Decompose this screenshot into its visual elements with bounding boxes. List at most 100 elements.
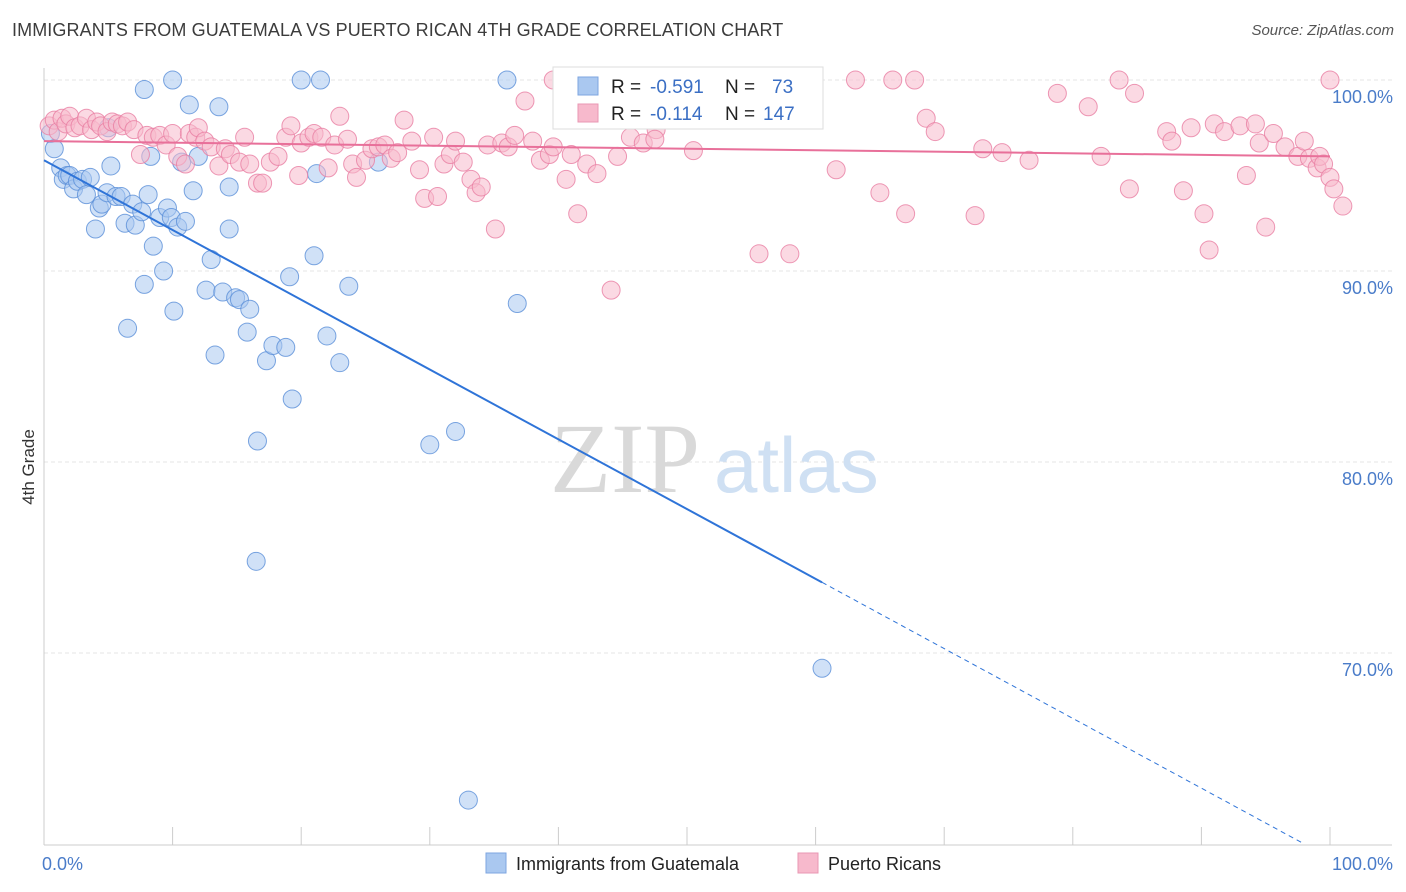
- point-guatemala: [317, 326, 337, 346]
- stats-swatch-puerto-rican: [577, 103, 599, 123]
- stats-r-label-guatemala: R =: [611, 77, 641, 98]
- point-puerto-rican: [896, 204, 916, 224]
- stats-n-value-guatemala: 73: [772, 77, 793, 98]
- point-puerto-rican: [683, 141, 703, 161]
- legend-swatch-guatemala: [485, 852, 507, 874]
- y-tick-label: 90.0%: [1342, 278, 1393, 298]
- point-puerto-rican: [1324, 179, 1344, 199]
- point-puerto-rican: [235, 127, 255, 147]
- point-puerto-rican: [424, 127, 444, 147]
- point-puerto-rican: [568, 204, 588, 224]
- point-puerto-rican: [965, 206, 985, 226]
- point-puerto-rican: [515, 91, 535, 111]
- point-guatemala: [310, 70, 330, 90]
- y-tick-label: 70.0%: [1342, 660, 1393, 680]
- point-puerto-rican: [1173, 181, 1193, 201]
- point-puerto-rican: [1256, 217, 1276, 237]
- point-guatemala: [497, 70, 517, 90]
- watermark-atlas: atlas: [714, 421, 879, 509]
- point-puerto-rican: [780, 244, 800, 264]
- point-guatemala: [276, 337, 296, 357]
- trend-line-puerto-rican: [43, 140, 1331, 158]
- point-guatemala: [143, 236, 163, 256]
- point-puerto-rican: [346, 167, 366, 187]
- chart-title: IMMIGRANTS FROM GUATEMALA VS PUERTO RICA…: [12, 20, 784, 40]
- point-puerto-rican: [1320, 70, 1340, 90]
- point-puerto-rican: [1194, 204, 1214, 224]
- point-puerto-rican: [749, 244, 769, 264]
- point-puerto-rican: [1236, 166, 1256, 185]
- point-guatemala: [458, 790, 478, 810]
- point-puerto-rican: [268, 146, 288, 166]
- point-guatemala: [134, 80, 154, 100]
- point-puerto-rican: [1263, 123, 1283, 143]
- point-puerto-rican: [1091, 146, 1111, 166]
- point-puerto-rican: [1333, 196, 1353, 216]
- point-puerto-rican: [826, 160, 846, 180]
- data-points: [39, 70, 1353, 810]
- point-guatemala: [205, 345, 225, 365]
- point-puerto-rican: [1125, 83, 1145, 103]
- point-puerto-rican: [471, 177, 491, 197]
- stats-swatch-guatemala: [577, 76, 599, 96]
- point-guatemala: [420, 435, 440, 455]
- point-puerto-rican: [1181, 118, 1201, 138]
- point-guatemala: [118, 318, 138, 338]
- watermark: ZIP atlas: [550, 403, 879, 514]
- point-guatemala: [219, 177, 239, 197]
- point-puerto-rican: [1047, 83, 1067, 103]
- point-puerto-rican: [281, 116, 301, 136]
- point-puerto-rican: [453, 152, 473, 172]
- stats-n-value-puerto-rican: 147: [763, 104, 795, 125]
- point-guatemala: [183, 181, 203, 201]
- point-puerto-rican: [130, 144, 150, 164]
- axes: [43, 68, 1392, 846]
- point-guatemala: [209, 97, 229, 117]
- point-guatemala: [330, 353, 350, 373]
- point-guatemala: [164, 301, 184, 321]
- point-guatemala: [282, 389, 302, 409]
- source-credit: Source: ZipAtlas.com: [1251, 22, 1394, 39]
- point-puerto-rican: [883, 70, 903, 90]
- point-guatemala: [134, 274, 154, 294]
- point-guatemala: [132, 202, 152, 222]
- trend-lines: [43, 140, 1331, 845]
- y-tick-label: 100.0%: [1332, 87, 1393, 107]
- y-tick-label: 80.0%: [1342, 469, 1393, 489]
- point-puerto-rican: [402, 131, 422, 151]
- point-guatemala: [237, 322, 257, 342]
- point-puerto-rican: [916, 108, 936, 128]
- point-guatemala: [101, 156, 121, 176]
- point-guatemala: [163, 70, 183, 90]
- point-guatemala: [247, 431, 267, 451]
- point-puerto-rican: [253, 173, 273, 193]
- point-puerto-rican: [485, 219, 505, 239]
- point-guatemala: [339, 276, 359, 296]
- point-guatemala: [175, 211, 195, 231]
- legend-label-guatemala: Immigrants from Guatemala: [516, 854, 740, 874]
- point-puerto-rican: [1019, 150, 1039, 170]
- point-puerto-rican: [973, 139, 993, 159]
- point-puerto-rican: [845, 70, 865, 90]
- point-guatemala: [219, 219, 239, 239]
- point-guatemala: [446, 421, 466, 441]
- trend-extension-guatemala: [821, 581, 1305, 845]
- point-guatemala: [291, 70, 311, 90]
- stats-r-value-guatemala: -0.591: [650, 77, 704, 98]
- point-puerto-rican: [388, 143, 408, 163]
- point-puerto-rican: [428, 187, 448, 207]
- point-puerto-rican: [163, 123, 183, 143]
- point-guatemala: [246, 551, 266, 571]
- point-puerto-rican: [1245, 114, 1265, 134]
- point-puerto-rican: [1109, 70, 1129, 90]
- point-puerto-rican: [1119, 179, 1139, 199]
- point-guatemala: [507, 293, 527, 313]
- point-guatemala: [240, 299, 260, 319]
- point-guatemala: [812, 658, 832, 678]
- point-puerto-rican: [925, 122, 945, 142]
- point-puerto-rican: [523, 131, 543, 151]
- point-puerto-rican: [601, 280, 621, 300]
- point-puerto-rican: [905, 70, 925, 90]
- point-guatemala: [138, 185, 158, 205]
